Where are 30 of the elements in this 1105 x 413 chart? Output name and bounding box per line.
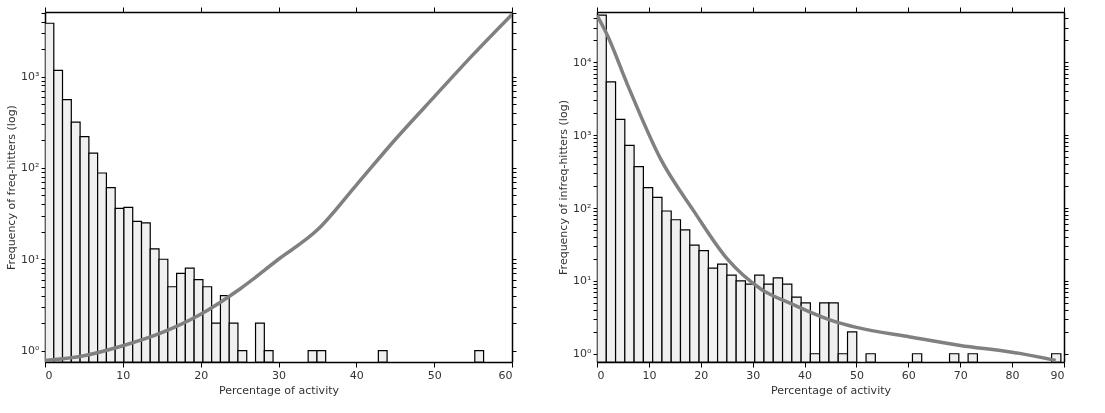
x-tick-label: 30 bbox=[746, 368, 761, 382]
y-tick-label: 10² bbox=[21, 161, 40, 175]
x-tick-label: 60 bbox=[498, 368, 513, 382]
y-tick-label: 10² bbox=[573, 201, 592, 215]
y-tick-label: 10⁰ bbox=[21, 344, 41, 358]
x-tick-label: 50 bbox=[427, 368, 442, 382]
y-tick-label: 10¹ bbox=[573, 274, 592, 288]
x-tick-label: 90 bbox=[1050, 368, 1065, 382]
x-tick-label: 0 bbox=[597, 368, 605, 382]
x-tick-label: 40 bbox=[798, 368, 813, 382]
x-tick-label: 0 bbox=[45, 368, 53, 382]
x-axis-title: Percentage of activity bbox=[218, 383, 340, 397]
y-tick-label: 10³ bbox=[573, 128, 592, 142]
y-tick-label: 10⁴ bbox=[573, 55, 593, 69]
y-tick-label: 10⁰ bbox=[573, 347, 593, 361]
y-axis-title: Frequency of infreq-hitters (log) bbox=[557, 100, 571, 275]
x-tick-label: 80 bbox=[1005, 368, 1020, 382]
x-tick-label: 70 bbox=[953, 368, 968, 382]
y-tick-label: 10¹ bbox=[21, 252, 40, 266]
x-axis-title: Percentage of activity bbox=[770, 383, 892, 397]
x-tick-label: 10 bbox=[116, 368, 131, 382]
x-tick-label: 20 bbox=[194, 368, 209, 382]
x-tick-label: 20 bbox=[694, 368, 709, 382]
x-tick-label: 40 bbox=[349, 368, 364, 382]
x-tick-label: 50 bbox=[849, 368, 864, 382]
x-tick-label: 30 bbox=[272, 368, 286, 382]
x-tick-label: 60 bbox=[901, 368, 916, 382]
y-axis-title: Frequency of freq-hitters (log) bbox=[5, 105, 19, 270]
y-tick-label: 10³ bbox=[21, 70, 40, 84]
x-tick-label: 10 bbox=[642, 368, 657, 382]
